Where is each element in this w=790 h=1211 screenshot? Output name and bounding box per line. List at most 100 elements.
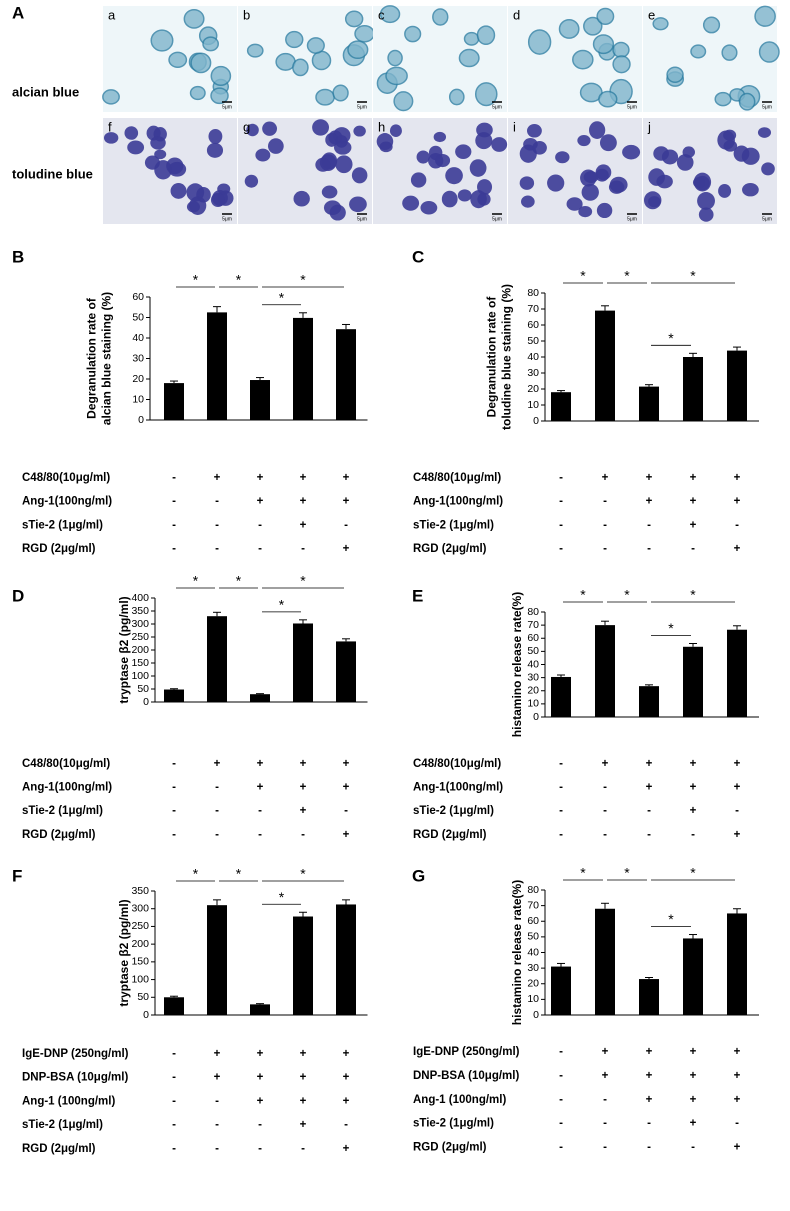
bar (293, 916, 313, 1015)
y-axis-label: histamino release rate(%) (510, 880, 524, 1025)
bar (164, 383, 184, 420)
condition-sign: - (559, 829, 563, 841)
y-tick-label: 80 (527, 287, 539, 299)
y-tick-label: 30 (527, 671, 539, 683)
condition-label: Ang-1(100ng/ml) (413, 782, 503, 794)
bar (595, 908, 615, 1015)
condition-sign: - (172, 1119, 176, 1131)
condition-sign: - (215, 519, 219, 531)
image-label: i (513, 119, 516, 134)
significance-label: * (300, 573, 306, 589)
condition-sign: + (690, 782, 697, 794)
condition-sign: + (734, 1070, 741, 1082)
micrograph: j 5μm (643, 118, 777, 224)
image-label: c (378, 7, 385, 22)
y-tick-label: 60 (527, 319, 539, 331)
bar-chart: B Degranulation rate of alcian blue staini… (12, 247, 368, 555)
cell (661, 149, 679, 165)
condition-sign: + (734, 1142, 741, 1154)
condition-sign: + (734, 1094, 741, 1106)
bar (683, 646, 703, 717)
bar (207, 312, 227, 420)
bar-chart: C Degranulation rate of toludine blue stai… (412, 247, 759, 555)
condition-sign: + (257, 472, 264, 484)
cell (599, 134, 617, 152)
significance-label: * (690, 268, 696, 284)
cell (592, 34, 615, 55)
bar (336, 904, 356, 1015)
condition-sign: - (301, 829, 305, 841)
cell (445, 167, 463, 185)
micrograph: i 5μm (508, 118, 642, 224)
bar (336, 329, 356, 420)
cell (435, 153, 451, 168)
row-label: alcian blue (12, 84, 79, 99)
image-label: e (648, 7, 655, 22)
y-tick-label: 300 (131, 902, 149, 914)
condition-sign: - (559, 519, 563, 531)
cell (210, 65, 232, 87)
cell (389, 124, 402, 138)
cell (643, 191, 662, 210)
cell (210, 192, 225, 208)
cell (666, 66, 684, 83)
condition-label: RGD (2μg/ml) (413, 1142, 487, 1154)
condition-sign: + (214, 1072, 221, 1084)
y-axis-label: tryptase β2 (pg/ml) (117, 899, 131, 1006)
condition-sign: + (734, 472, 741, 484)
condition-label: Ang-1(100ng/ml) (22, 496, 112, 508)
cell (458, 48, 480, 68)
micrograph: a 5μm (102, 6, 237, 112)
condition-label: sTie-2 (1μg/ml) (22, 519, 103, 531)
cell (244, 174, 259, 188)
cell (491, 137, 508, 152)
condition-sign: + (257, 496, 264, 508)
condition-sign: + (734, 543, 741, 555)
condition-sign: + (257, 782, 264, 794)
y-tick-label: 200 (131, 644, 149, 656)
y-axis-label: tryptase β2 (pg/ml) (117, 596, 131, 703)
cell (521, 195, 535, 208)
cell (315, 88, 335, 106)
cell (441, 190, 458, 208)
condition-sign: - (258, 543, 262, 555)
condition-label: RGD (2μg/ml) (413, 543, 487, 555)
condition-label: RGD (2μg/ml) (22, 543, 96, 555)
significance-label: * (236, 573, 242, 589)
y-tick-label: 50 (137, 991, 149, 1003)
cell (432, 8, 449, 26)
cell (596, 7, 615, 25)
y-axis-label: Degranulation rate of (85, 297, 99, 419)
image-label: h (378, 119, 385, 134)
condition-sign: + (646, 1046, 653, 1058)
scale-label: 5μm (357, 216, 367, 222)
significance-label: * (668, 911, 674, 927)
cell (416, 150, 430, 164)
y-tick-label: 70 (527, 619, 539, 631)
condition-sign: - (344, 1119, 348, 1131)
bar (727, 913, 747, 1015)
cell (702, 16, 721, 34)
significance-label: * (690, 865, 696, 881)
significance-label: * (624, 268, 630, 284)
cell (612, 55, 631, 74)
cell (622, 144, 641, 160)
cell (697, 192, 715, 210)
condition-sign: - (258, 829, 262, 841)
y-tick-label: 40 (527, 658, 539, 670)
cell (596, 202, 613, 219)
cell (267, 138, 284, 154)
cell (692, 177, 706, 188)
bar (250, 694, 270, 702)
y-tick-label: 100 (131, 670, 149, 682)
bar (683, 357, 703, 421)
condition-sign: - (172, 496, 176, 508)
condition-sign: - (603, 496, 607, 508)
cell (742, 182, 759, 197)
condition-sign: + (300, 519, 307, 531)
condition-sign: + (214, 758, 221, 770)
condition-sign: - (559, 758, 563, 770)
condition-sign: - (603, 805, 607, 817)
condition-sign: - (215, 782, 219, 794)
